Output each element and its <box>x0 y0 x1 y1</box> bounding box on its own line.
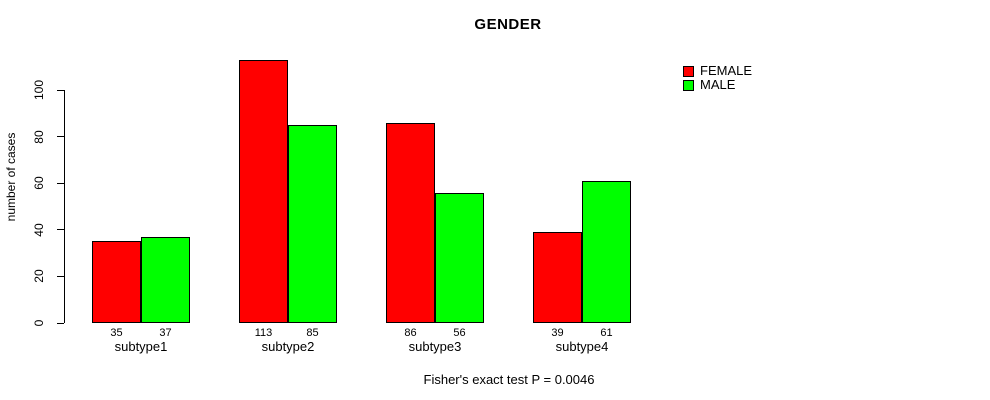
bar-value-label: 86 <box>404 327 417 339</box>
legend-item-male: MALE <box>683 78 752 92</box>
chart-title: GENDER <box>474 16 542 33</box>
y-tick-label: 80 <box>32 129 46 144</box>
bar-value-label: 56 <box>453 327 466 339</box>
legend-item-female: FEMALE <box>683 64 752 78</box>
bar-female-subtype2 <box>239 60 288 323</box>
bar-male-subtype4 <box>582 181 631 323</box>
x-category-label-subtype3: subtype3 <box>408 339 462 354</box>
bar-female-subtype1 <box>92 241 141 323</box>
bar-value-label: 113 <box>254 327 273 339</box>
y-tick-mark <box>57 136 64 138</box>
y-tick-mark <box>57 89 64 91</box>
legend: FEMALE MALE <box>683 64 752 92</box>
bar-male-subtype2 <box>288 125 337 323</box>
y-tick-mark <box>57 275 64 277</box>
bar-value-label: 61 <box>600 327 613 339</box>
y-axis-line <box>64 90 65 323</box>
y-tick-mark <box>57 322 64 324</box>
y-axis-title: number of cases <box>4 132 18 222</box>
legend-label-male: MALE <box>700 77 736 92</box>
male-color-swatch <box>683 79 694 91</box>
bar-value-label: 39 <box>551 327 564 339</box>
legend-label-female: FEMALE <box>700 63 753 78</box>
y-tick-mark <box>57 229 64 231</box>
bar-female-subtype3 <box>386 123 435 323</box>
bar-female-subtype4 <box>533 232 582 323</box>
bar-male-subtype3 <box>435 193 484 323</box>
y-tick-label: 20 <box>32 269 46 284</box>
stat-test-caption: Fisher's exact test P = 0.0046 <box>423 372 595 387</box>
y-tick-label: 40 <box>32 223 46 237</box>
bar-male-subtype1 <box>141 237 190 323</box>
bar-value-label: 35 <box>110 327 123 339</box>
y-tick-mark <box>57 182 64 184</box>
female-color-swatch <box>683 65 694 77</box>
x-category-label-subtype1: subtype1 <box>114 339 168 354</box>
x-category-label-subtype2: subtype2 <box>261 339 315 354</box>
y-tick-label: 60 <box>32 176 46 190</box>
y-tick-label: 100 <box>32 79 46 101</box>
bar-value-label: 37 <box>159 327 172 339</box>
bar-value-label: 85 <box>306 327 319 339</box>
y-tick-label: 0 <box>32 319 46 327</box>
x-category-label-subtype4: subtype4 <box>555 339 609 354</box>
